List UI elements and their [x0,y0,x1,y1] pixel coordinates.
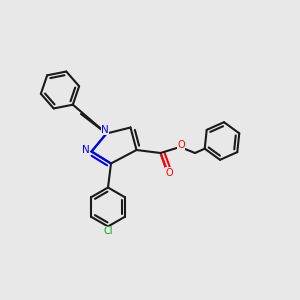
Text: N: N [101,125,109,135]
Text: N: N [82,145,90,155]
Text: O: O [165,167,173,178]
Text: Cl: Cl [103,226,113,236]
Text: O: O [177,140,185,150]
